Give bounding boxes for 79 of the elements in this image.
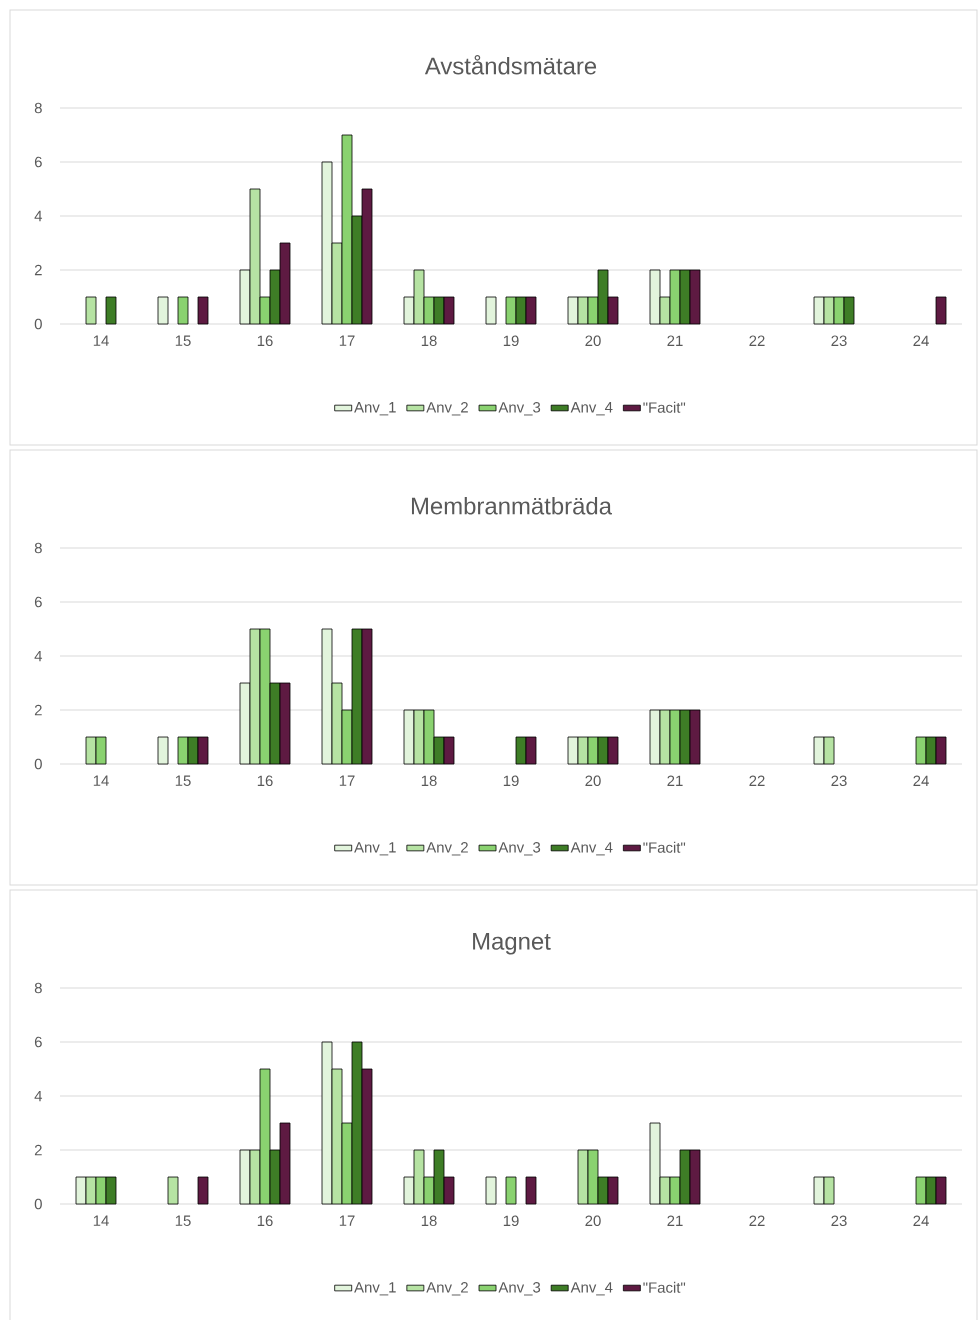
x-tick-label: 14 bbox=[93, 335, 109, 346]
x-tick-label: 16 bbox=[257, 775, 273, 787]
bar bbox=[485, 296, 497, 325]
x-tick-label: 24 bbox=[913, 1215, 929, 1226]
x-tick-label: 22 bbox=[749, 775, 765, 786]
legend-label: Anv_1 bbox=[354, 842, 396, 856]
bar bbox=[935, 296, 947, 325]
x-tick-label: 16 bbox=[257, 1215, 273, 1227]
x-tick-label: 24 bbox=[913, 775, 929, 786]
y-tick-label: 2 bbox=[34, 1144, 42, 1156]
y-tick-label: 0 bbox=[34, 318, 42, 330]
bar bbox=[485, 1176, 497, 1205]
chart-title: Magnet bbox=[473, 933, 551, 955]
y-tick-label: 4 bbox=[34, 650, 43, 662]
bar bbox=[85, 296, 97, 325]
legend-label: Anv_4 bbox=[570, 842, 613, 856]
x-tick-label: 18 bbox=[421, 335, 437, 347]
y-tick-label: 0 bbox=[34, 758, 42, 770]
y-tick-label: 8 bbox=[34, 542, 42, 554]
bar bbox=[525, 1176, 537, 1205]
y-tick-label: 2 bbox=[34, 704, 42, 716]
x-tick-label: 20 bbox=[585, 775, 601, 787]
x-tick-label: 19 bbox=[503, 335, 519, 347]
legend-label: Anv_4 bbox=[570, 402, 613, 416]
legend-label: Anv_1 bbox=[354, 1282, 396, 1296]
legend-label: Anv_2 bbox=[426, 402, 468, 416]
legend-label: "Facit" bbox=[643, 1281, 686, 1293]
legend-label: Anv_2 bbox=[426, 842, 468, 856]
x-tick-label: 19 bbox=[503, 1215, 519, 1227]
y-tick-label: 6 bbox=[34, 156, 42, 168]
x-tick-label: 16 bbox=[257, 335, 273, 347]
x-tick-label: 18 bbox=[421, 775, 437, 787]
x-tick-label: 20 bbox=[585, 335, 601, 347]
y-tick-label: 8 bbox=[34, 982, 42, 994]
x-tick-label: 18 bbox=[421, 1215, 437, 1227]
legend-label: Anv_3 bbox=[498, 842, 541, 856]
y-tick-label: 4 bbox=[34, 210, 43, 222]
chart-title: Membranmätbräda bbox=[411, 496, 612, 515]
x-tick-label: 21 bbox=[667, 335, 683, 346]
legend-label: Anv_4 bbox=[570, 1282, 613, 1296]
legend-label: Anv_2 bbox=[426, 1282, 468, 1296]
x-tick-label: 15 bbox=[175, 775, 191, 786]
y-tick-label: 4 bbox=[34, 1090, 43, 1102]
bar bbox=[197, 1176, 209, 1205]
x-tick-label: 14 bbox=[93, 775, 109, 786]
bar bbox=[197, 296, 209, 325]
x-tick-label: 17 bbox=[339, 1215, 355, 1226]
bar bbox=[157, 296, 169, 325]
bar bbox=[177, 296, 189, 325]
y-tick-label: 8 bbox=[34, 102, 42, 114]
x-tick-label: 24 bbox=[913, 335, 929, 346]
y-tick-label: 6 bbox=[34, 596, 42, 608]
x-tick-label: 22 bbox=[749, 1215, 765, 1226]
x-tick-label: 14 bbox=[93, 1215, 109, 1226]
bar bbox=[167, 1176, 179, 1205]
legend-label: Anv_3 bbox=[498, 1282, 541, 1296]
x-tick-label: 19 bbox=[503, 775, 519, 787]
y-tick-label: 0 bbox=[34, 1198, 42, 1210]
legend-label: Anv_1 bbox=[354, 402, 396, 416]
x-tick-label: 17 bbox=[339, 335, 355, 346]
x-tick-label: 21 bbox=[667, 1215, 683, 1226]
bar bbox=[505, 1176, 517, 1205]
chart-title: Avståndsmätare bbox=[424, 55, 597, 75]
legend-label: Anv_3 bbox=[498, 402, 541, 416]
x-tick-label: 23 bbox=[831, 775, 847, 787]
legend-label: "Facit" bbox=[643, 401, 686, 413]
legend-label: "Facit" bbox=[643, 841, 686, 853]
x-tick-label: 17 bbox=[339, 775, 355, 786]
x-tick-label: 21 bbox=[667, 775, 683, 786]
x-tick-label: 15 bbox=[175, 1215, 191, 1226]
x-tick-label: 23 bbox=[831, 335, 847, 347]
x-tick-label: 22 bbox=[749, 335, 765, 346]
x-tick-label: 20 bbox=[585, 1215, 601, 1227]
y-tick-label: 6 bbox=[34, 1036, 42, 1048]
x-tick-label: 15 bbox=[175, 335, 191, 346]
x-tick-label: 23 bbox=[831, 1215, 847, 1227]
y-tick-label: 2 bbox=[34, 264, 42, 276]
bar bbox=[105, 296, 117, 325]
bar bbox=[157, 736, 169, 765]
